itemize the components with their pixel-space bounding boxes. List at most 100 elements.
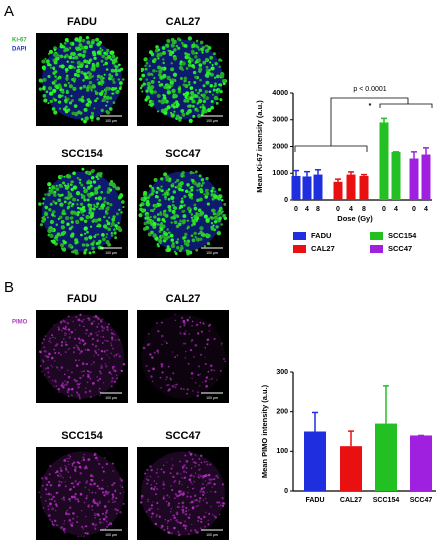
cell-dot bbox=[160, 234, 166, 239]
cell-dot bbox=[171, 88, 176, 94]
cell-dot bbox=[176, 354, 179, 357]
cell-dot bbox=[178, 248, 183, 253]
cell-dot bbox=[166, 245, 170, 249]
cell-dot bbox=[182, 490, 185, 494]
cell-dot bbox=[219, 76, 222, 79]
cell-dot bbox=[181, 68, 184, 72]
cell-dot bbox=[79, 324, 81, 327]
cell-dot bbox=[150, 219, 155, 224]
cell-dot bbox=[83, 453, 86, 456]
cell-dot bbox=[73, 111, 79, 117]
cell-dot bbox=[199, 468, 201, 470]
cell-dot bbox=[83, 107, 88, 112]
cell-dot bbox=[113, 380, 117, 383]
bar bbox=[410, 435, 432, 491]
cell-dot bbox=[223, 357, 225, 360]
cell-dot bbox=[104, 61, 108, 66]
cell-dot bbox=[105, 340, 107, 342]
cell-dot bbox=[66, 321, 70, 325]
cell-dot bbox=[49, 337, 51, 340]
cell-dot bbox=[82, 456, 85, 459]
cell-dot bbox=[63, 527, 66, 530]
cell-dot bbox=[96, 78, 99, 81]
cell-dot bbox=[96, 177, 100, 181]
cell-dot bbox=[96, 116, 100, 121]
cell-dot bbox=[50, 188, 54, 192]
cell-dot bbox=[112, 501, 114, 503]
scale-bar-label: 100 μm bbox=[105, 251, 117, 255]
cell-dot bbox=[103, 339, 106, 342]
cell-dot bbox=[68, 243, 73, 248]
cell-dot bbox=[72, 171, 76, 176]
cell-dot bbox=[164, 175, 170, 180]
cell-dot bbox=[62, 338, 65, 341]
cell-dot bbox=[170, 38, 174, 41]
cell-dot bbox=[78, 359, 80, 362]
cell-dot bbox=[213, 85, 216, 88]
cell-dot bbox=[116, 512, 118, 515]
cell-dot bbox=[185, 510, 188, 513]
legend-label: FADU bbox=[311, 231, 331, 240]
cell-dot bbox=[100, 325, 104, 328]
cell-dot bbox=[93, 235, 97, 238]
cell-dot bbox=[54, 351, 57, 354]
cell-dot bbox=[156, 186, 160, 190]
cell-dot bbox=[151, 186, 155, 190]
cell-dot bbox=[197, 101, 200, 104]
cell-dot bbox=[96, 459, 99, 461]
cell-dot bbox=[183, 194, 187, 198]
cell-dot bbox=[91, 41, 95, 45]
cell-dot bbox=[65, 78, 69, 82]
cell-dot bbox=[89, 395, 92, 398]
cell-dot bbox=[59, 472, 61, 475]
cell-dot bbox=[203, 245, 207, 248]
cell-dot bbox=[75, 240, 79, 244]
cell-dot bbox=[60, 341, 64, 344]
cell-dot bbox=[41, 484, 44, 487]
cell-dot bbox=[82, 186, 86, 190]
cell-dot bbox=[114, 236, 118, 240]
cell-dot bbox=[144, 64, 147, 67]
cell-dot bbox=[176, 494, 179, 498]
cell-dot bbox=[79, 339, 82, 342]
cell-dot bbox=[191, 49, 195, 54]
cell-dot bbox=[193, 487, 195, 489]
cell-dot bbox=[213, 209, 216, 212]
cell-dot bbox=[184, 527, 187, 530]
cell-dot bbox=[104, 514, 106, 516]
cell-dot bbox=[162, 464, 165, 466]
cell-dot bbox=[156, 349, 159, 353]
cell-dot bbox=[196, 212, 201, 217]
cell-dot bbox=[97, 185, 101, 189]
cell-dot bbox=[200, 214, 203, 217]
cell-dot bbox=[69, 488, 72, 491]
cell-dot bbox=[70, 220, 74, 224]
cell-dot bbox=[67, 81, 71, 85]
cell-dot bbox=[172, 372, 175, 375]
cell-dot bbox=[72, 512, 75, 515]
cell-dot bbox=[72, 86, 77, 91]
cell-dot bbox=[75, 498, 77, 501]
cell-dot bbox=[50, 494, 52, 496]
cell-dot bbox=[203, 214, 208, 219]
cell-dot bbox=[60, 469, 63, 473]
cell-dot bbox=[60, 322, 62, 325]
cell-dot bbox=[96, 375, 99, 378]
cell-dot bbox=[77, 337, 81, 340]
cell-dot bbox=[208, 90, 212, 94]
cell-dot bbox=[80, 193, 83, 196]
cell-dot bbox=[170, 43, 175, 48]
cell-dot bbox=[209, 364, 213, 368]
nucleus-stain bbox=[42, 39, 122, 120]
cell-dot bbox=[110, 352, 112, 354]
cell-dot bbox=[41, 477, 44, 480]
cell-dot bbox=[170, 467, 173, 470]
cell-dot bbox=[153, 207, 156, 211]
cell-dot bbox=[204, 347, 207, 349]
cell-dot bbox=[166, 105, 171, 110]
cell-dot bbox=[67, 183, 70, 186]
cell-dot bbox=[200, 487, 204, 491]
bar bbox=[291, 175, 301, 200]
cell-dot bbox=[105, 86, 110, 91]
cell-dot bbox=[188, 210, 192, 214]
